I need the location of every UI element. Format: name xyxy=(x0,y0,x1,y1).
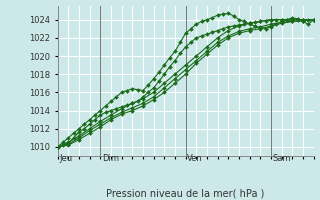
Text: Ven: Ven xyxy=(188,154,203,163)
Text: Sam: Sam xyxy=(273,154,291,163)
Text: Dim: Dim xyxy=(102,154,119,163)
Text: Jeu: Jeu xyxy=(60,154,73,163)
Text: Pression niveau de la mer( hPa ): Pression niveau de la mer( hPa ) xyxy=(107,189,265,199)
